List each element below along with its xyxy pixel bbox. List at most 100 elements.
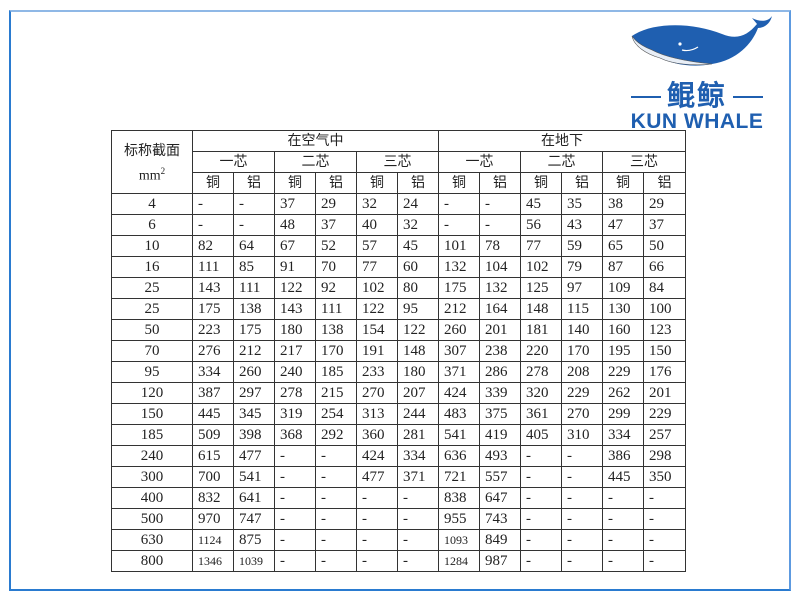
ampacity-cell: 175 [233,319,275,341]
ampacity-cell: 164 [479,298,521,320]
ampacity-cell: - [397,508,439,530]
logo-english-text: KUN WHALE [630,110,764,133]
ampacity-cell: 636 [438,445,480,467]
ampacity-cell: - [520,487,562,509]
ampacity-cell: 278 [274,382,316,404]
table-row: 25 175 138 143 111 122 95 212 164 148 115 130 100 [111,298,686,320]
table-row: 25 143 111 122 92 102 80 175 132 125 97 109 84 [111,277,686,299]
ampacity-cell: 339 [479,382,521,404]
ampacity-cell: - [602,487,644,509]
ampacity-cell: 132 [438,256,480,278]
size-cell: 400 [111,487,193,509]
ampacity-cell: 52 [315,235,357,257]
ampacity-cell: 38 [602,193,644,215]
ampacity-cell: - [561,529,603,551]
ampacity-cell: - [315,529,357,551]
ampacity-cell: - [274,529,316,551]
ampacity-cell: 111 [315,298,357,320]
ampacity-cell: - [602,529,644,551]
ampacity-cell: - [274,466,316,488]
ampacity-cell: 445 [192,403,234,425]
ampacity-cell: 92 [315,277,357,299]
ampacity-cell: 143 [192,277,234,299]
ampacity-cell: 313 [356,403,398,425]
ampacity-cell: 32 [397,214,439,236]
ampacity-cell: 43 [561,214,603,236]
ampacity-cell: 101 [438,235,480,257]
core-header: 三芯 [356,151,439,173]
size-cell: 4 [111,193,193,215]
ampacity-cell: 334 [192,361,234,383]
ampacity-cell: 32 [356,193,398,215]
ampacity-cell: - [520,466,562,488]
ampacity-cell: 641 [233,487,275,509]
ampacity-cell: 541 [438,424,480,446]
ampacity-cell: - [643,508,686,530]
logo-chinese-text: 鲲鲸 [612,74,782,114]
ampacity-cell: 180 [274,319,316,341]
material-header: 铝 [397,172,439,194]
ampacity-cell: - [602,508,644,530]
size-unit: mm2 [138,166,166,184]
ampacity-cell: 48 [274,214,316,236]
ampacity-cell: 24 [397,193,439,215]
ampacity-cell: 77 [356,256,398,278]
ampacity-cell: - [192,214,234,236]
ampacity-cell: - [274,550,316,572]
ampacity-cell: 371 [397,466,439,488]
core-header: 二芯 [274,151,357,173]
ampacity-cell: 386 [602,445,644,467]
table-row: 6- -48 37 40 32- -56 43 47 37 [111,214,686,236]
ampacity-cell: 64 [233,235,275,257]
ampacity-cell: 40 [356,214,398,236]
ampacity-cell: 217 [274,340,316,362]
ampacity-cell: - [479,193,521,215]
ampacity-cell: 37 [643,214,686,236]
material-header: 铜 [602,172,644,194]
ampacity-cell: 87 [602,256,644,278]
ampacity-cell: 320 [520,382,562,404]
ampacity-cell: 148 [520,298,562,320]
ampacity-cell: 175 [438,277,480,299]
ampacity-cell: - [315,550,357,572]
table-row: 50 223 175 180 138 154 122 260 201 181 140 160 123 [111,319,686,341]
ampacity-cell: - [438,193,480,215]
ampacity-cell: 368 [274,424,316,446]
ampacity-cell: - [520,529,562,551]
ampacity-cell: - [233,193,275,215]
ampacity-cell: 154 [356,319,398,341]
material-header: 铝 [233,172,275,194]
table-row: 240 615 477- -424 334 636 493- -386 298 [111,445,686,467]
ampacity-cell: 100 [643,298,686,320]
ampacity-cell: 270 [561,403,603,425]
ampacity-cell: 185 [315,361,357,383]
ampacity-cell: 191 [356,340,398,362]
ampacity-cell: 278 [520,361,562,383]
material-header: 铝 [643,172,686,194]
size-cell: 16 [111,256,193,278]
ampacity-cell: - [274,508,316,530]
ampacity-cell: 647 [479,487,521,509]
ampacity-cell: 37 [274,193,316,215]
ampacity-cell: 138 [233,298,275,320]
ampacity-cell: - [561,550,603,572]
ampacity-cell: 260 [438,319,480,341]
ampacity-cell: 47 [602,214,644,236]
ampacity-cell: - [520,445,562,467]
size-cell: 630 [111,529,193,551]
table-row: 185 509 398 368 292 360 281 541 419 405 310 334 257 [111,424,686,446]
ampacity-cell: 67 [274,235,316,257]
ampacity-cell: - [192,193,234,215]
table-row: 400 832 641- - - -838 647- - - - [111,487,686,509]
ampacity-cell: 102 [520,256,562,278]
ampacity-cell: 175 [192,298,234,320]
ampacity-cell: 419 [479,424,521,446]
ampacity-cell: 91 [274,256,316,278]
ampacity-cell: 130 [602,298,644,320]
ampacity-cell: 509 [192,424,234,446]
ampacity-cell: 233 [356,361,398,383]
ampacity-cell: 1093 [438,529,480,551]
ampacity-cell: 276 [192,340,234,362]
ampacity-cell: 82 [192,235,234,257]
ampacity-cell: 29 [643,193,686,215]
